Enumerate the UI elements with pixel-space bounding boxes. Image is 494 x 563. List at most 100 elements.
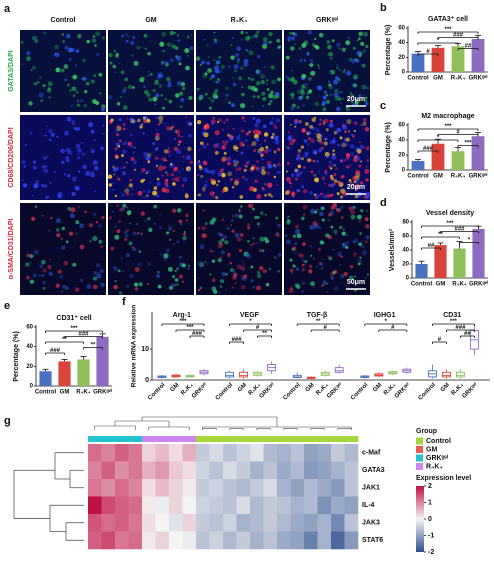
cell bbox=[352, 175, 357, 180]
y-tick-label: 20 bbox=[398, 153, 405, 159]
cell bbox=[181, 184, 185, 187]
cell bbox=[332, 149, 335, 152]
cell bbox=[293, 43, 297, 46]
cell bbox=[72, 176, 77, 182]
cell bbox=[176, 240, 180, 244]
cell bbox=[155, 93, 160, 98]
cell bbox=[346, 70, 352, 76]
cell bbox=[82, 76, 87, 81]
cell bbox=[199, 94, 203, 98]
group-bar bbox=[128, 436, 143, 442]
heat-cell bbox=[169, 496, 183, 515]
cell bbox=[60, 237, 63, 240]
cell bbox=[277, 252, 282, 258]
group-label: Arg-1 bbox=[173, 312, 191, 319]
x-tick-label: R₄K₄ bbox=[451, 76, 466, 82]
cell bbox=[313, 257, 315, 260]
cell bbox=[310, 281, 315, 287]
legend-label: GM bbox=[426, 446, 437, 453]
cell bbox=[277, 223, 281, 228]
heat-cell bbox=[331, 479, 345, 497]
heat-cell bbox=[331, 531, 345, 550]
cell bbox=[274, 139, 280, 145]
cell bbox=[296, 105, 300, 109]
cell bbox=[155, 128, 157, 131]
cell bbox=[294, 177, 298, 181]
cell bbox=[342, 124, 348, 130]
cell bbox=[98, 239, 103, 244]
box bbox=[225, 371, 235, 378]
cell bbox=[99, 269, 104, 274]
cell bbox=[253, 87, 259, 93]
cell bbox=[120, 70, 125, 75]
cell bbox=[256, 54, 261, 59]
cell bbox=[72, 121, 76, 126]
cell bbox=[350, 133, 354, 136]
cell bbox=[233, 272, 238, 277]
micrograph bbox=[284, 203, 370, 295]
cell bbox=[322, 107, 327, 112]
cell bbox=[328, 160, 333, 165]
cell bbox=[178, 255, 182, 259]
cell bbox=[341, 47, 346, 52]
cell bbox=[187, 267, 190, 270]
cell bbox=[261, 249, 265, 253]
cell bbox=[174, 46, 179, 50]
x-tick-label: GRKᵍᵉˡ bbox=[258, 381, 276, 399]
cell bbox=[214, 130, 220, 136]
cell bbox=[291, 32, 295, 36]
cell bbox=[222, 167, 225, 170]
cell bbox=[143, 152, 148, 157]
micrograph bbox=[20, 115, 106, 200]
cell bbox=[290, 92, 295, 97]
cell bbox=[285, 55, 290, 60]
cell bbox=[234, 52, 240, 58]
cell bbox=[29, 279, 35, 284]
cell bbox=[203, 132, 209, 138]
cell bbox=[38, 92, 44, 98]
legend-label: GRKᵍᵉˡ bbox=[426, 455, 448, 462]
cell bbox=[180, 105, 183, 108]
cell bbox=[301, 290, 305, 294]
cell bbox=[360, 41, 365, 46]
cell bbox=[267, 182, 273, 188]
cell bbox=[270, 90, 274, 94]
cell bbox=[101, 36, 106, 40]
box bbox=[334, 367, 344, 373]
cell bbox=[250, 144, 253, 147]
cell bbox=[358, 31, 363, 36]
legend-swatch bbox=[416, 463, 423, 470]
heat-cell bbox=[290, 496, 305, 515]
cell bbox=[343, 272, 348, 277]
cell bbox=[141, 46, 143, 49]
cell bbox=[272, 94, 277, 100]
cell bbox=[245, 161, 249, 165]
heat-cell bbox=[263, 531, 278, 550]
cell bbox=[276, 171, 280, 174]
cell bbox=[309, 191, 313, 195]
cell bbox=[344, 159, 347, 162]
cell bbox=[268, 148, 272, 153]
cell bbox=[275, 118, 280, 123]
cell bbox=[211, 286, 217, 292]
group-bar bbox=[277, 436, 291, 442]
cell bbox=[161, 60, 165, 64]
cell bbox=[291, 191, 296, 196]
cell bbox=[352, 205, 356, 209]
cell bbox=[46, 155, 49, 158]
cell bbox=[313, 193, 317, 196]
cell bbox=[255, 80, 261, 86]
cell bbox=[266, 83, 268, 85]
cell bbox=[261, 187, 265, 190]
bar bbox=[451, 151, 465, 170]
sig-label: # bbox=[438, 337, 442, 343]
cell bbox=[47, 229, 50, 232]
cell bbox=[177, 134, 181, 137]
cell bbox=[353, 180, 357, 184]
heat-cell bbox=[304, 531, 318, 550]
cell bbox=[93, 284, 98, 290]
heat-cell bbox=[236, 496, 251, 515]
cell bbox=[260, 211, 264, 215]
cell bbox=[142, 195, 146, 199]
cell bbox=[164, 188, 170, 194]
